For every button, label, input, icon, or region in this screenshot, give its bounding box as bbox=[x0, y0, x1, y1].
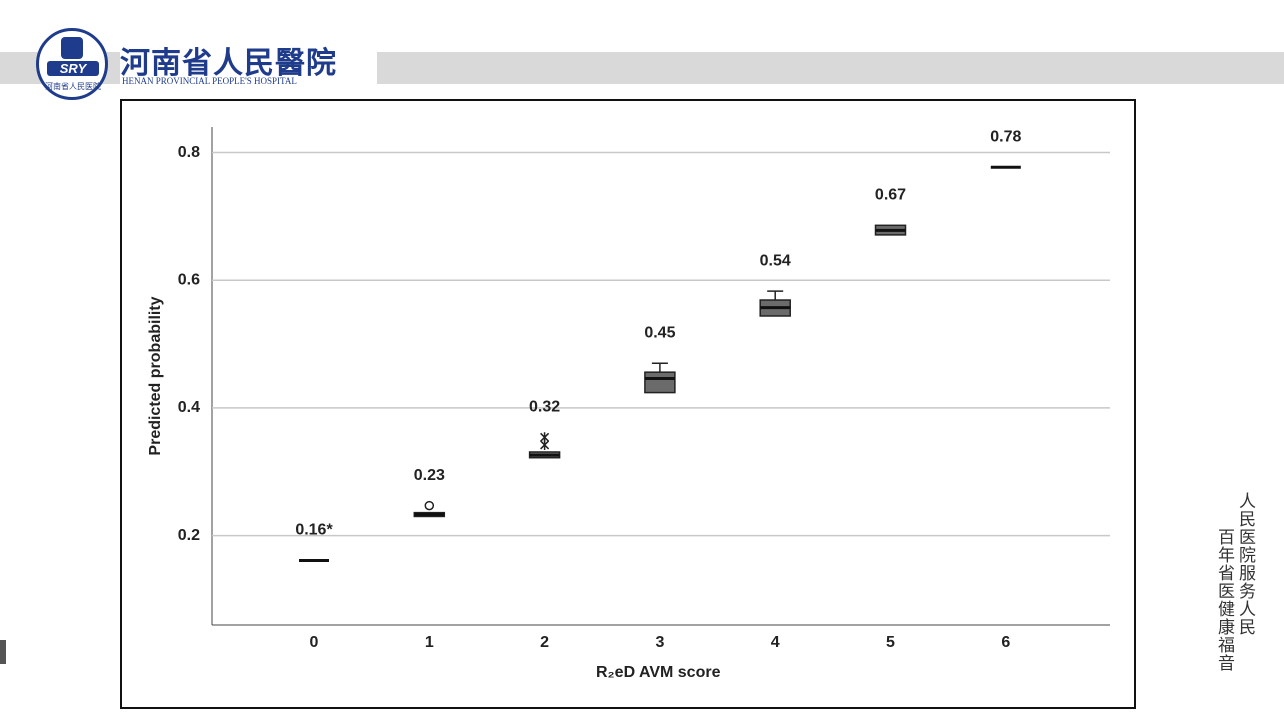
y-tick-label: 0.4 bbox=[178, 399, 200, 416]
annotation: 0.23 bbox=[414, 467, 445, 484]
annotation: 0.45 bbox=[644, 324, 675, 341]
x-tick-label: 2 bbox=[540, 634, 549, 651]
x-tick-label: 5 bbox=[886, 634, 895, 651]
outlier bbox=[540, 439, 550, 450]
x-tick-label: 6 bbox=[1001, 634, 1010, 651]
x-tick-label: 0 bbox=[310, 634, 319, 651]
y-tick-label: 0.8 bbox=[178, 144, 200, 161]
side-text: 人民医院服务人民 bbox=[1235, 492, 1255, 636]
y-tick-label: 0.6 bbox=[178, 271, 200, 288]
x-tick-label: 3 bbox=[655, 634, 664, 651]
annotation: 0.54 bbox=[760, 252, 791, 269]
annotation: 0.67 bbox=[875, 187, 906, 204]
logo-text: SRY bbox=[47, 61, 99, 76]
hospital-name-en: HENAN PROVINCIAL PEOPLE'S HOSPITAL bbox=[122, 76, 297, 85]
header-bar-right bbox=[377, 52, 1284, 84]
side-text: 百年省医健康福音 bbox=[1214, 528, 1234, 672]
y-tick-label: 0.2 bbox=[178, 527, 200, 544]
annotation: 0.78 bbox=[990, 128, 1021, 145]
annotation: 0.16* bbox=[295, 522, 333, 539]
outlier bbox=[424, 500, 435, 511]
logo-caption: 河南省人民医院 bbox=[45, 82, 101, 91]
y-axis-label: Predicted probability bbox=[147, 296, 164, 455]
x-axis-label: R₂eD AVM score bbox=[596, 664, 721, 681]
chart-frame bbox=[120, 99, 1136, 709]
side-marker bbox=[0, 640, 6, 664]
hospital-name: 河南省人民醫院 bbox=[120, 46, 337, 81]
annotation: 0.32 bbox=[529, 399, 560, 416]
box bbox=[644, 371, 676, 394]
x-tick-label: 1 bbox=[425, 634, 434, 651]
logo: SRY 河南省人民医院 bbox=[36, 28, 108, 100]
x-tick-label: 4 bbox=[771, 634, 780, 651]
logo-cross bbox=[61, 37, 83, 59]
